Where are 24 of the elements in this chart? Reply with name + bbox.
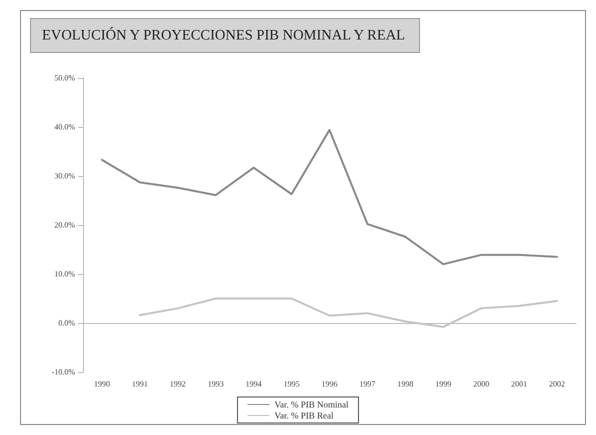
x-tick-label: 1996 bbox=[322, 380, 338, 388]
x-tick-label: 2002 bbox=[549, 380, 566, 388]
y-tick-label: 40.0% bbox=[54, 122, 76, 132]
y-tick-label: 50.0% bbox=[54, 74, 76, 82]
chart-title: EVOLUCIÓN Y PROYECCIONES PIB NOMINAL Y REAL bbox=[42, 26, 406, 44]
x-tick-label: 1993 bbox=[208, 380, 224, 388]
x-tick-label: 1999 bbox=[435, 380, 452, 388]
legend-label: Var. % PIB Real bbox=[274, 410, 334, 420]
x-tick-label: 1995 bbox=[284, 380, 300, 388]
y-tick-label: 20.0% bbox=[54, 220, 76, 230]
y-tick-label: -10.0% bbox=[52, 368, 76, 376]
y-tick-label: 30.0% bbox=[54, 172, 76, 180]
x-tick-label: 1990 bbox=[94, 380, 110, 388]
legend-label: Var. % PIB Nominal bbox=[274, 400, 349, 410]
y-tick-label: 0.0% bbox=[58, 318, 76, 328]
x-tick-label: 1991 bbox=[132, 380, 148, 388]
x-tick-label: 2000 bbox=[473, 380, 490, 388]
x-tick-label: 2001 bbox=[511, 380, 528, 388]
y-tick-label: 10.0% bbox=[54, 270, 76, 278]
x-tick-label: 1997 bbox=[359, 380, 376, 388]
x-tick-label: 1994 bbox=[246, 380, 262, 388]
x-tick-label: 1992 bbox=[170, 380, 186, 388]
line-series bbox=[100, 128, 558, 266]
x-tick-label: 1998 bbox=[397, 380, 414, 388]
